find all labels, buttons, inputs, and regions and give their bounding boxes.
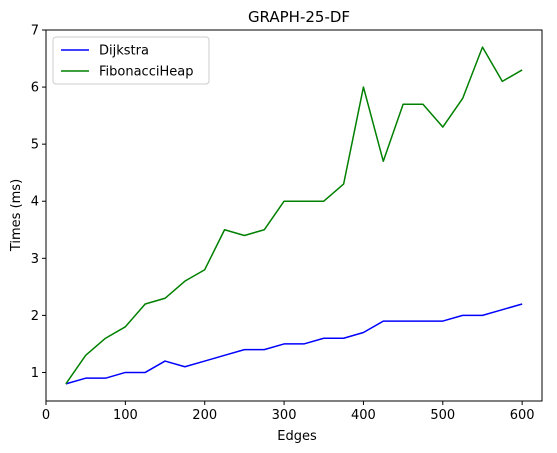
legend-label-fibonacciheap: FibonacciHeap (99, 65, 193, 80)
legend-label-dijkstra: Dijkstra (99, 44, 149, 59)
x-tick-label: 400 (351, 408, 376, 423)
chart-title: GRAPH-25-DF (248, 8, 350, 26)
y-tick-label: 6 (31, 81, 39, 96)
x-tick-label: 100 (113, 408, 138, 423)
y-tick-label: 7 (31, 24, 39, 39)
y-tick-label: 4 (31, 195, 39, 210)
y-tick-label: 3 (31, 252, 39, 267)
x-tick-label: 600 (510, 408, 535, 423)
legend: Dijkstra FibonacciHeap (52, 36, 210, 85)
y-tick-label: 2 (31, 309, 39, 324)
plot-area: 0 100 200 300 400 500 600 1 2 3 4 5 6 7 (31, 24, 543, 423)
y-tick-label: 1 (31, 366, 39, 381)
series-line-dijkstra (65, 303, 523, 385)
series-line-fibonacciheap (65, 46, 523, 385)
legend-box (52, 36, 210, 85)
x-tick-label: 200 (192, 408, 217, 423)
y-tick-label: 5 (31, 138, 39, 153)
x-tick-label: 500 (430, 408, 455, 423)
x-tick-label: 0 (42, 408, 50, 423)
x-tick-label: 300 (272, 408, 297, 423)
y-axis-label: Times (ms) (9, 179, 24, 252)
x-axis-label: Edges (277, 429, 317, 444)
axes-frame (45, 29, 543, 402)
